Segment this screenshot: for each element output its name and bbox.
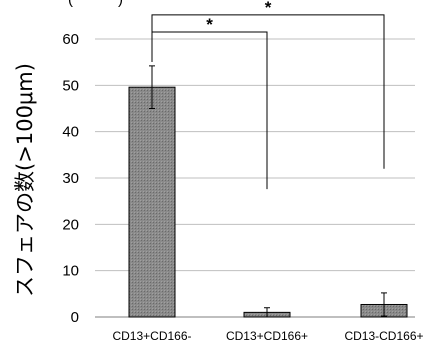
- y-tick-label: 50: [62, 77, 79, 94]
- category-labels: CD13+CD166- CD13+CD166+ CD13-CD166+: [112, 329, 423, 343]
- y-tick-label: 0: [71, 309, 79, 326]
- bar: [128, 86, 176, 318]
- error-bars: [149, 65, 387, 318]
- y-tick-label: 30: [62, 170, 79, 187]
- y-tick-label: 20: [62, 216, 79, 233]
- y-tick-label: 40: [62, 124, 79, 141]
- bars: [128, 86, 408, 318]
- category-label: CD13-CD166+: [344, 329, 423, 343]
- significance-bracket: [151, 14, 385, 169]
- y-tick-label: 60: [62, 31, 79, 48]
- significance-star: *: [206, 15, 213, 34]
- category-label: CD13+CD166-: [112, 329, 191, 343]
- y-tick-labels: 0 10 20 30 40 50 60: [62, 31, 79, 326]
- y-axis-label: スフェアの数(>100μm): [13, 63, 37, 297]
- category-label: CD13+CD166+: [226, 329, 308, 343]
- top-fragment: (・・・): [68, 0, 123, 8]
- significance-star: *: [265, 0, 272, 17]
- significance-brackets: **: [151, 0, 385, 190]
- y-tick-label: 10: [62, 263, 79, 280]
